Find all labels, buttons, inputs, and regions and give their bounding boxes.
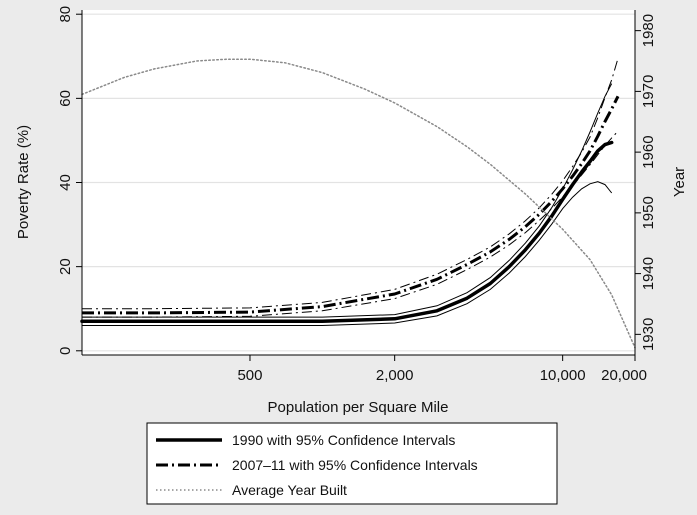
y2-tick-label: 1940 (640, 257, 657, 290)
series-0-ci-low (82, 181, 613, 326)
y-axis-label: Poverty Rate (%) (15, 125, 32, 239)
x-axis-label: Population per Square Mile (268, 399, 449, 416)
legend-label-year-built: Average Year Built (232, 482, 347, 498)
y-tick-label: 20 (57, 258, 74, 275)
series-0-line (80, 140, 614, 324)
series-1-ci-low (82, 130, 619, 318)
y2-tick-label: 1950 (640, 196, 657, 229)
legend-label-1990: 1990 with 95% Confidence Intervals (232, 432, 455, 448)
y-tick-label: 60 (57, 90, 74, 107)
y2-tick-label: 1960 (640, 135, 657, 168)
plot-area (80, 58, 636, 349)
y-tick-label: 0 (57, 347, 74, 355)
y-tick-label: 80 (57, 6, 74, 23)
y-tick-label: 40 (57, 174, 74, 191)
y2-tick-label: 1970 (640, 75, 657, 108)
series-1-line (82, 95, 620, 315)
legend-box (146, 422, 558, 505)
series-2-line (81, 58, 636, 349)
legend: 1990 with 95% Confidence Intervals 2007–… (146, 422, 558, 505)
y2-tick-label: 1930 (640, 318, 657, 351)
x-tick-label: 10,000 (540, 367, 586, 384)
series-1-ci-high (82, 58, 619, 310)
x-tick-label: 500 (237, 367, 262, 384)
axes: 0 20 40 60 80 1930 1940 1950 1960 1970 1980 500 2,00… (57, 6, 657, 384)
y2-tick-label: 1980 (640, 14, 657, 47)
x-tick-label: 20,000 (601, 367, 647, 384)
y2-axis-label: Year (671, 167, 688, 197)
x-tick-label: 2,000 (376, 367, 414, 384)
legend-label-2007: 2007–11 with 95% Confidence Intervals (232, 457, 478, 473)
grid (82, 13, 635, 352)
series-0-ci-high (82, 83, 613, 318)
